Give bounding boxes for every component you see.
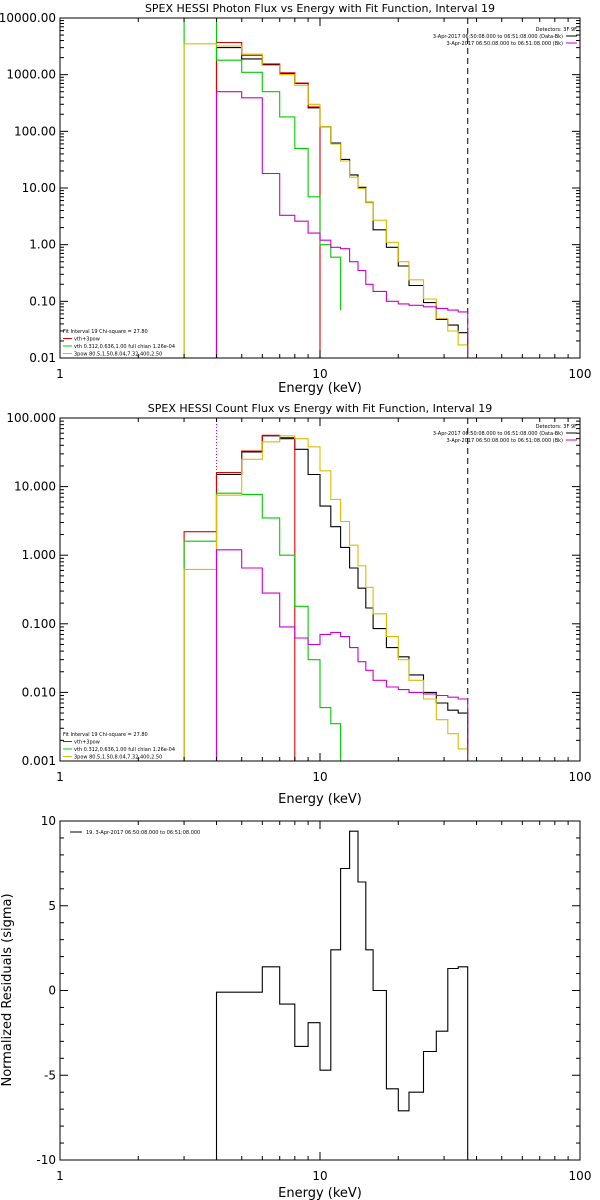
count-flux-xtick-label: 10 bbox=[312, 770, 327, 784]
count-flux-time-legend-text: 3-Apr-2017 06:50:08.000 to 06:51:08.000 … bbox=[446, 438, 563, 444]
count-flux-time-legend: 3-Apr-2017 06:50:08.000 to 06:51:08.000 … bbox=[433, 431, 577, 444]
count-flux-fit-legend-text: vth+3pow bbox=[74, 740, 100, 746]
photon-flux-time-legend-text: 3-Apr-2017 06:50:08.000 to 06:51:08.000 … bbox=[446, 41, 563, 47]
photon-flux-ytick-label: 10.00 bbox=[22, 181, 56, 195]
count-flux-time-legend-text: 3-Apr-2017 06:50:08.000 to 06:51:08.000 … bbox=[433, 431, 563, 437]
residuals-ytick-label: 5 bbox=[48, 899, 56, 913]
residuals-plot-frame bbox=[59, 820, 581, 1161]
photon-flux-title: SPEX HESSI Photon Flux vs Energy with Fi… bbox=[145, 2, 495, 15]
residuals-legend-text: 19. 3-Apr-2017 06:50:08.000 to 06:51:08.… bbox=[86, 830, 200, 836]
photon-flux-ytick-label: 10000.00 bbox=[0, 11, 56, 25]
photon-flux-xlabel: Energy (keV) bbox=[278, 381, 362, 396]
residuals-ytick-label: -10 bbox=[36, 1153, 56, 1167]
photon-flux-plot-area bbox=[183, 18, 469, 358]
count-flux-series-4-line bbox=[215, 549, 469, 761]
residuals-ytick-label: 0 bbox=[48, 984, 56, 998]
residuals-axes: 1 10 100 -10 -5 0 5 10 bbox=[36, 814, 591, 1183]
photon-flux-series-4-line bbox=[215, 91, 469, 358]
photon-flux-ytick-label: 100.00 bbox=[14, 124, 56, 138]
residuals-plot-area bbox=[215, 830, 469, 1160]
photon-flux-xtick-label: 1 bbox=[56, 367, 64, 381]
photon-flux-series bbox=[183, 18, 469, 358]
photon-flux-series-0-line bbox=[215, 47, 469, 358]
photon-flux-fit-legend-text: 3pow 80.5,1.50,8.04,7.32,400,2.50 bbox=[74, 352, 162, 358]
residuals-ylabel: Normalized Residuals (sigma) bbox=[0, 893, 15, 1086]
count-flux-ytick-label: 1.000 bbox=[22, 548, 56, 562]
count-flux-axes: 1 10 100 0.001 0.010 0.100 1.000 10.000 100.000 bbox=[6, 411, 591, 784]
count-flux-series bbox=[183, 418, 477, 761]
photon-flux-series-2-line bbox=[183, 18, 342, 358]
count-flux-ytick-label: 0.100 bbox=[22, 617, 56, 631]
count-flux-fit-legend-text: 3pow 80.5,1.50,8.04,7.32,400,2.50 bbox=[74, 755, 162, 761]
count-flux-ytick-label: 10.000 bbox=[14, 480, 56, 494]
residuals-panel: 1 10 100 -10 -5 0 5 10 Energy (keV) Normalized … bbox=[0, 814, 591, 1200]
photon-flux-time-legend: 3-Apr-2017 06:50:08.000 to 06:51:08.000 … bbox=[433, 34, 577, 47]
photon-flux-ytick-label: 1000.00 bbox=[6, 68, 56, 82]
residuals-xtick-label: 1 bbox=[56, 1169, 64, 1183]
photon-flux-ytick-label: 0.01 bbox=[29, 351, 56, 365]
photon-flux-panel: SPEX HESSI Photon Flux vs Energy with Fi… bbox=[0, 2, 591, 396]
count-flux-series-3-line bbox=[183, 435, 477, 761]
photon-flux-ytick-label: 0.10 bbox=[29, 294, 56, 308]
residuals-series bbox=[215, 830, 469, 1160]
photon-flux-xtick-label: 100 bbox=[569, 367, 592, 381]
photon-flux-ytick-label: 1.00 bbox=[29, 238, 56, 252]
count-flux-title: SPEX HESSI Count Flux vs Energy with Fit… bbox=[148, 402, 492, 415]
count-flux-series-1-line bbox=[183, 434, 296, 761]
photon-flux-fit-legend-text: vth+3pow bbox=[74, 337, 100, 343]
photon-flux-xtick-label: 10 bbox=[312, 367, 327, 381]
count-flux-series-2-line bbox=[183, 492, 342, 761]
photon-flux-fit-legend: Fit Interval 19 Chi-square = 27.80 vth+3p… bbox=[63, 329, 175, 358]
count-flux-xlabel: Energy (keV) bbox=[278, 792, 362, 807]
photon-flux-detectors-label: Detectors: 3F 9F bbox=[536, 27, 577, 33]
photon-flux-fit-legend-text: Fit Interval 19 Chi-square = 27.80 bbox=[63, 329, 148, 335]
photon-flux-series-1-line bbox=[215, 41, 321, 358]
count-flux-detectors-label: Detectors: 3F 9F bbox=[536, 424, 577, 430]
count-flux-ytick-label: 0.010 bbox=[22, 685, 56, 699]
residuals-xlabel: Energy (keV) bbox=[278, 1186, 362, 1200]
count-flux-fit-legend-text: vth 0.312,0.636,1.00 full chian 1.26e-04 bbox=[74, 747, 175, 753]
count-flux-fit-legend-text: Fit Interval 19 Chi-square = 27.80 bbox=[63, 732, 148, 738]
residuals-legend: 19. 3-Apr-2017 06:50:08.000 to 06:51:08.… bbox=[70, 830, 200, 836]
photon-flux-plot-frame bbox=[59, 17, 581, 359]
photon-flux-time-legend-text: 3-Apr-2017 06:50:08.000 to 06:51:08.000 … bbox=[433, 34, 563, 40]
count-flux-xtick-label: 1 bbox=[56, 770, 64, 784]
count-flux-series-0-line bbox=[215, 435, 469, 761]
count-flux-plot-frame bbox=[59, 417, 581, 762]
count-flux-ytick-label: 100.000 bbox=[6, 411, 56, 425]
count-flux-panel: SPEX HESSI Count Flux vs Energy with Fit… bbox=[6, 402, 591, 807]
photon-flux-axes: 1 10 100 0.01 0.10 1.00 10.00 100.00 1000.00 1000… bbox=[0, 11, 591, 381]
photon-flux-series-3-line bbox=[183, 43, 469, 358]
count-flux-xtick-label: 100 bbox=[569, 770, 592, 784]
residuals-ytick-label: -5 bbox=[44, 1068, 56, 1082]
residuals-series-0-line bbox=[215, 830, 469, 1160]
count-flux-fit-legend: Fit Interval 19 Chi-square = 27.80 vth+3p… bbox=[63, 732, 175, 761]
residuals-xtick-label: 10 bbox=[312, 1169, 327, 1183]
residuals-ytick-label: 10 bbox=[41, 814, 56, 828]
count-flux-plot-area bbox=[183, 418, 477, 761]
residuals-xtick-label: 100 bbox=[569, 1169, 592, 1183]
photon-flux-fit-legend-text: vth 0.312,0.636,1.00 full chian 1.26e-04 bbox=[74, 344, 175, 350]
count-flux-ytick-label: 0.001 bbox=[22, 754, 56, 768]
